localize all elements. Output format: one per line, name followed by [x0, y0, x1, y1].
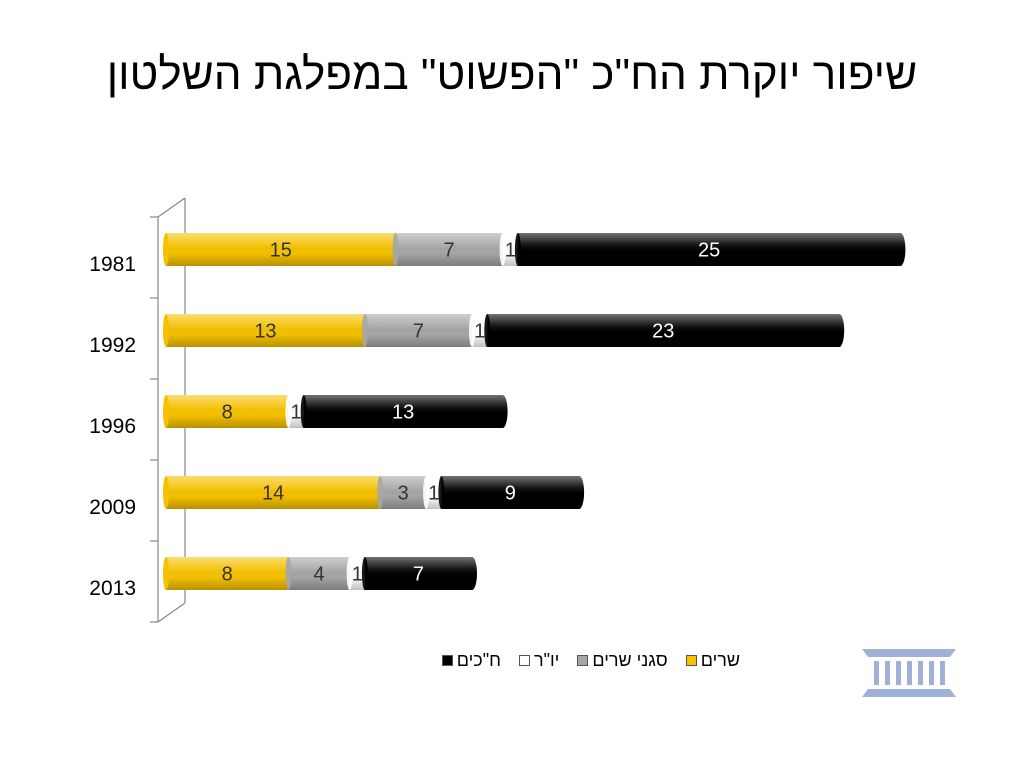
knesset-building-icon	[862, 649, 956, 697]
category-label: 2009	[89, 496, 136, 519]
legend-swatch	[518, 654, 530, 666]
data-label: 1	[505, 240, 516, 262]
data-label: 4	[313, 564, 324, 586]
bar-segment	[285, 395, 304, 428]
category-label: 2013	[89, 577, 136, 600]
legend-item: שרים	[685, 649, 740, 671]
legend-swatch	[577, 654, 589, 666]
category-axis: 1981 1992 1996 2009 2013	[89, 197, 186, 623]
bar-segment	[361, 314, 472, 347]
bar-segment	[423, 476, 442, 509]
data-label: 23	[652, 321, 674, 343]
data-label: 7	[443, 240, 454, 262]
data-label: 7	[413, 321, 424, 343]
data-label: 15	[270, 240, 292, 262]
bar-segment	[392, 233, 503, 266]
legend-label: שרים	[700, 649, 740, 670]
bar-segment	[163, 233, 396, 266]
bar-segment	[346, 557, 365, 590]
data-label: 3	[398, 483, 409, 505]
data-label: 8	[222, 402, 233, 424]
data-label: 1	[474, 321, 485, 343]
chart-legend: שרים סגני שרים יו"ר ח"כים	[300, 648, 740, 672]
bar-segment	[514, 233, 906, 266]
legend-label: ח"כים	[456, 649, 501, 670]
axis-wall-top	[157, 197, 186, 218]
legend-label: סגני שרים	[592, 649, 668, 670]
bar-segment	[163, 476, 381, 509]
axis-wall-bottom	[157, 602, 186, 623]
data-label: 1	[290, 402, 301, 424]
legend-item: סגני שרים	[577, 649, 668, 671]
data-label: 1	[352, 564, 363, 586]
legend-item: יו"ר	[518, 649, 560, 671]
data-label: 13	[392, 402, 414, 424]
bar-segment	[285, 557, 350, 590]
bar-segment	[163, 314, 365, 347]
data-label: 8	[222, 564, 233, 586]
page-title: שיפור יוקרת הח"כ "הפשוט" במפלגת השלטון	[106, 50, 918, 99]
bar-segment	[438, 476, 585, 509]
legend-swatch	[441, 654, 453, 666]
bar-segment	[163, 557, 289, 590]
bar-segment	[469, 314, 488, 347]
legend-swatch	[685, 654, 697, 666]
data-label: 14	[262, 483, 284, 505]
bar-segment	[300, 395, 508, 428]
bar-segment	[484, 314, 845, 347]
legend-item: ח"כים	[441, 649, 501, 671]
category-label: 1981	[89, 253, 136, 276]
legend-label: יו"ר	[533, 649, 560, 670]
bar-segment	[163, 395, 289, 428]
bar-segment	[499, 233, 518, 266]
category-label: 1992	[89, 334, 136, 357]
data-label: 25	[698, 240, 720, 262]
data-label: 9	[505, 483, 516, 505]
data-label: 1	[428, 483, 439, 505]
bar-segment	[361, 557, 477, 590]
category-label: 1996	[89, 415, 136, 438]
data-label: 13	[254, 321, 276, 343]
data-label: 7	[413, 564, 424, 586]
bar-segment	[377, 476, 427, 509]
